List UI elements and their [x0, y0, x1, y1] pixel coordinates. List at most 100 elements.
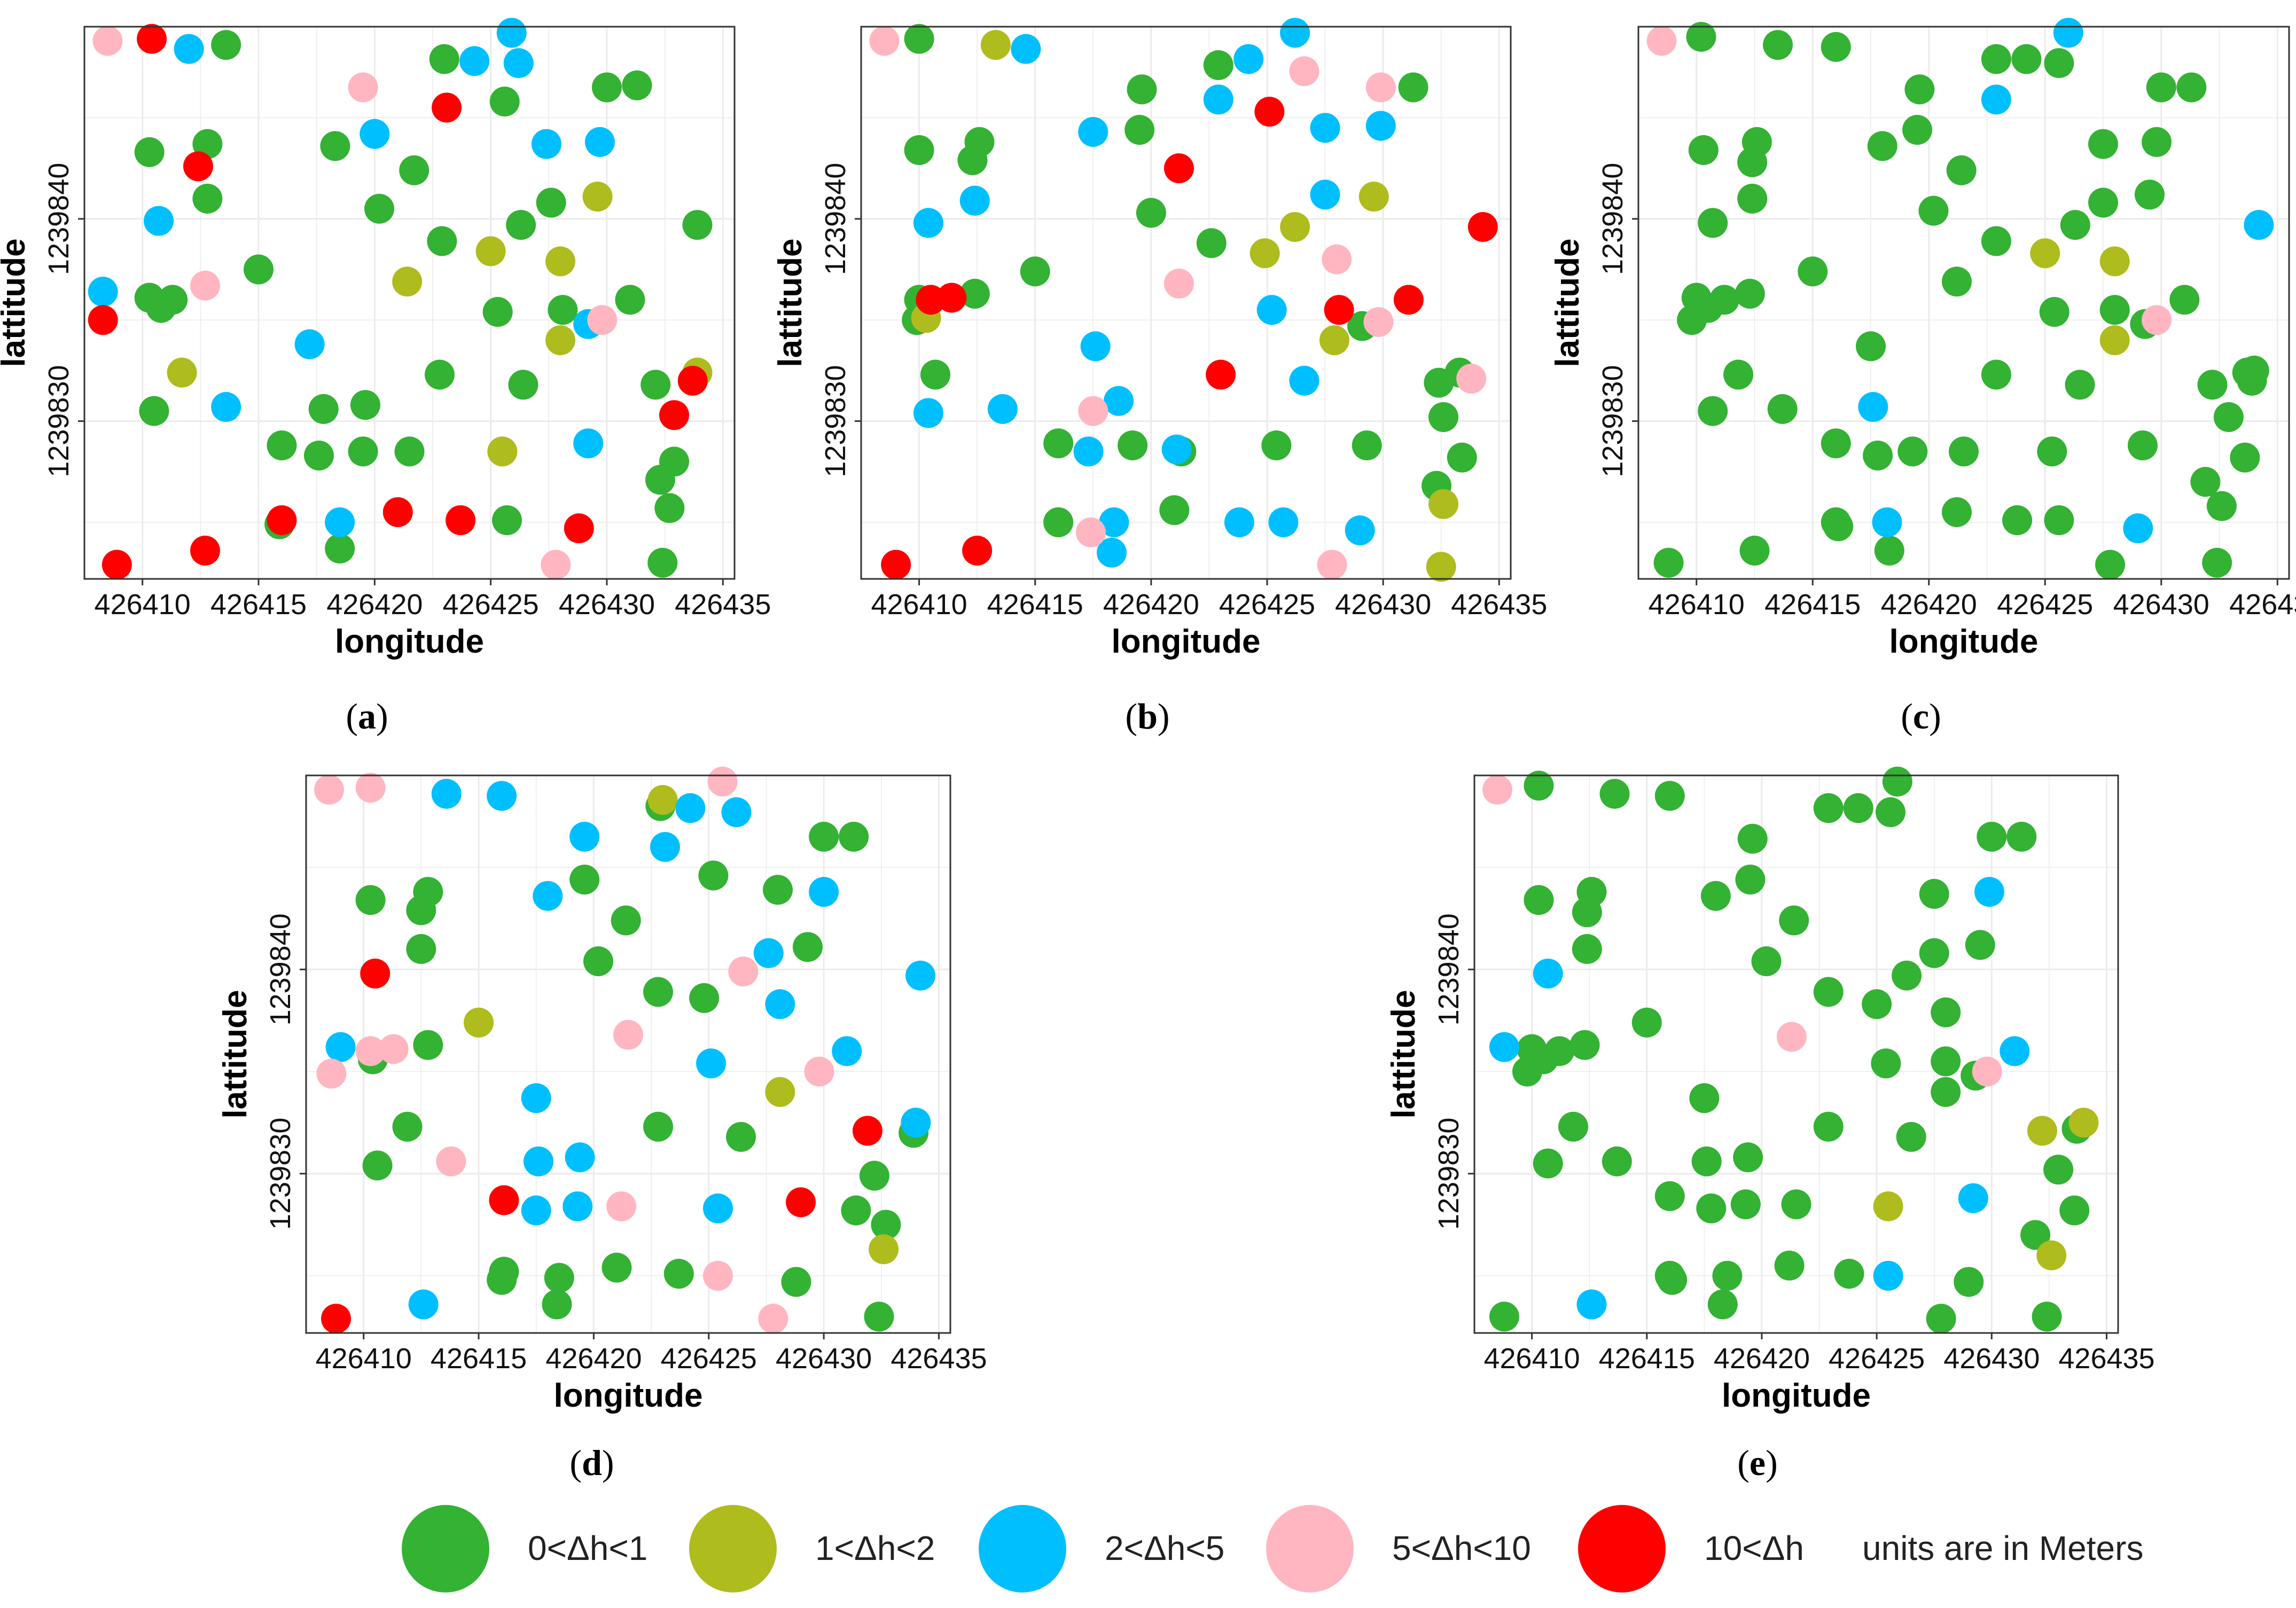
data-point — [2088, 187, 2118, 218]
data-point — [1256, 295, 1287, 325]
data-point — [406, 895, 436, 925]
data-point — [864, 1301, 894, 1332]
data-point — [487, 1265, 517, 1295]
data-point — [2190, 467, 2221, 497]
data-point — [2030, 238, 2060, 269]
data-point — [1896, 1121, 1926, 1152]
legend-label: 1<Δh<2 — [815, 1529, 935, 1567]
data-point — [2135, 179, 2165, 210]
data-point — [487, 436, 518, 467]
data-point — [243, 254, 274, 285]
data-point — [1078, 116, 1108, 147]
data-point — [1631, 1007, 1662, 1038]
x-tick-label: 426420 — [1881, 589, 1977, 621]
data-point — [1512, 1056, 1542, 1087]
data-point — [573, 428, 604, 459]
data-point — [920, 359, 950, 390]
y-axis-title: lattitude — [217, 990, 254, 1118]
series-2<Δh<5 — [88, 18, 615, 537]
y-axis-title: lattitude — [0, 238, 32, 367]
data-point — [1735, 865, 1766, 895]
data-point — [475, 236, 506, 266]
x-axis-title: longitude — [1889, 623, 2039, 660]
x-tick-label: 426430 — [1335, 589, 1431, 621]
data-point — [1075, 517, 1106, 547]
data-point — [1653, 547, 1684, 578]
data-point — [464, 1007, 494, 1038]
data-point — [582, 182, 613, 212]
x-tick-label: 426410 — [1649, 589, 1745, 621]
data-point — [647, 785, 678, 815]
data-point — [190, 270, 221, 301]
data-point — [1875, 797, 1905, 827]
data-point — [1268, 507, 1299, 537]
data-point — [786, 1187, 816, 1218]
data-point — [682, 210, 713, 240]
data-point — [1737, 183, 1768, 214]
data-point — [459, 46, 490, 76]
data-point — [2142, 127, 2172, 157]
data-point — [936, 283, 967, 313]
data-point — [321, 1304, 351, 1334]
data-point — [362, 1150, 393, 1181]
data-point — [1365, 72, 1396, 103]
data-point — [2099, 295, 2130, 325]
data-point — [1159, 495, 1190, 525]
x-tick-label: 426425 — [1997, 589, 2093, 621]
series-1<Δh<2 — [2030, 238, 2130, 356]
data-point — [1224, 507, 1254, 537]
data-point — [702, 1260, 733, 1291]
data-point — [1798, 256, 1828, 287]
data-point — [521, 1195, 551, 1226]
plot-frame — [860, 26, 1512, 580]
x-axis-title: longitude — [1722, 1377, 1871, 1414]
data-point — [913, 398, 943, 428]
data-point — [174, 34, 204, 64]
data-point — [905, 960, 936, 991]
data-point — [1352, 430, 1382, 461]
data-point — [1280, 18, 1310, 48]
x-tick-label: 426420 — [1714, 1343, 1810, 1375]
y-tick-label: 1239840 — [43, 163, 75, 275]
data-point — [1489, 1301, 1519, 1332]
data-point — [707, 766, 738, 797]
data-point — [1365, 111, 1396, 141]
data-point — [1871, 1048, 1901, 1079]
data-point — [1823, 511, 1854, 542]
data-point — [643, 1111, 673, 1142]
data-point — [1011, 34, 1041, 64]
data-point — [1834, 1259, 1864, 1289]
data-point — [1698, 396, 1728, 426]
data-point — [1689, 1083, 1720, 1113]
data-point — [496, 18, 527, 48]
data-point — [1043, 507, 1074, 537]
data-point — [1127, 74, 1157, 105]
data-point — [325, 507, 355, 537]
x-tick-label: 426430 — [559, 589, 655, 621]
data-point — [1739, 535, 1770, 566]
plot-frame — [1637, 26, 2290, 580]
data-point — [1873, 1260, 1903, 1291]
data-point — [675, 793, 706, 823]
data-point — [647, 547, 678, 578]
data-point — [2037, 436, 2067, 467]
scatter-panel-e: 426410 426415 426420 426425 426430 426435 1239… — [1385, 766, 2155, 1414]
panel-caption-c: (c) — [1901, 696, 1941, 736]
data-point — [1931, 1077, 1961, 1107]
plot-frame — [305, 774, 951, 1334]
data-point — [1599, 779, 1630, 809]
data-point — [427, 226, 457, 256]
data-point — [1821, 32, 1851, 62]
data-point — [650, 832, 680, 862]
y-axis-title: lattitude — [1549, 238, 1586, 367]
data-point — [392, 266, 423, 297]
scatter-panel-a: 426410 426415 426420 426425 426430 426435 1239… — [0, 18, 771, 660]
x-tick-label: 426435 — [675, 589, 771, 621]
data-point — [1043, 428, 1074, 459]
data-point — [1317, 550, 1347, 580]
data-point — [659, 400, 689, 430]
x-axis-title: longitude — [335, 623, 484, 660]
data-point — [545, 246, 576, 277]
data-point — [399, 155, 429, 185]
